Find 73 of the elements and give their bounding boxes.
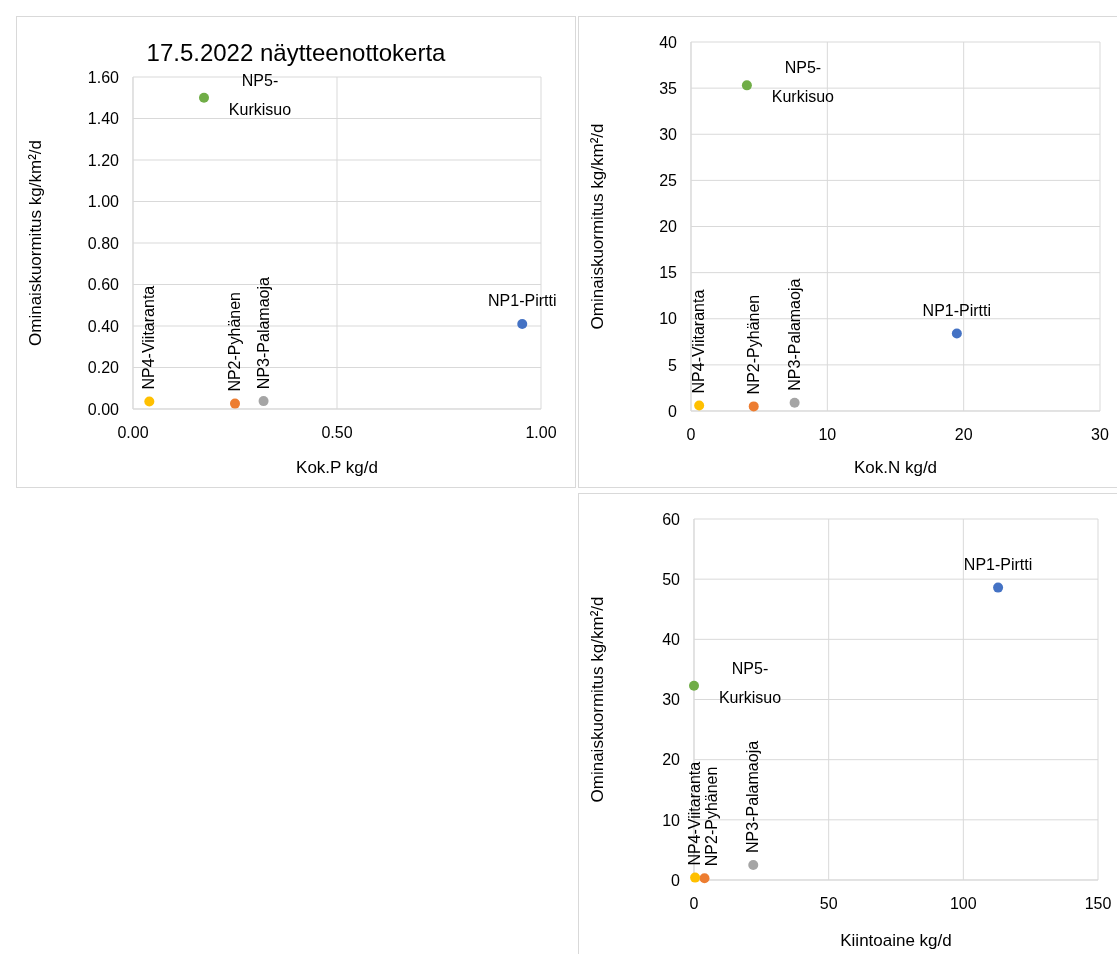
y-tick-label: 1.20 [87, 151, 120, 169]
x-axis-title: Kiintoaine kg/d [840, 931, 952, 950]
y-axis-title: Ominaiskuormitus kg/km²/d [26, 140, 46, 346]
y-tick-label: 35 [659, 79, 678, 97]
text: NP3-Palamaoja [744, 740, 762, 853]
y-tick-label: 1.60 [87, 68, 120, 86]
x-tick-label: 0 [689, 895, 699, 913]
series-label: NP5-Kurkisuo [718, 659, 782, 706]
text: NP2-Pyhänen [703, 766, 721, 867]
y-axis-title: Ominaiskuormitus kg/km²/d [588, 596, 608, 803]
y-tick-label: 50 [662, 570, 681, 588]
text: NP3-Palamaoja [254, 276, 272, 390]
y-axis-title: Ominaiskuormitus kg/km²/d [588, 123, 608, 330]
y-tick-label: 10 [659, 310, 678, 328]
text: NP4-Viitaranta [686, 761, 704, 866]
point [690, 872, 701, 883]
x-tick-label: 100 [949, 895, 977, 913]
x-axis-title: Kok.N kg/d [853, 458, 938, 477]
y-tick-label: 40 [662, 631, 681, 649]
x-tick-label: 10 [818, 426, 837, 444]
x-tick-label: 0.00 [117, 424, 149, 442]
y-tick-label: 5 [668, 356, 678, 374]
y-tick-label: 30 [659, 125, 678, 143]
y-tick-label: 0.60 [87, 276, 120, 294]
point [748, 401, 759, 412]
point [694, 400, 705, 411]
x-tick-label: 0.50 [321, 424, 353, 442]
point [144, 396, 155, 407]
point [230, 398, 240, 409]
x-tick-label: 30 [1091, 426, 1109, 444]
point [741, 80, 752, 91]
y-tick-label: 25 [659, 172, 678, 190]
point [951, 328, 962, 339]
text: NP4-Viitaranta [140, 285, 158, 390]
point [689, 680, 699, 691]
y-tick-label: 0.80 [87, 234, 120, 252]
point [993, 582, 1004, 593]
point [258, 396, 269, 407]
x-tick-label: 150 [1084, 895, 1112, 913]
y-tick-label: 0 [671, 871, 681, 889]
y-tick-label: 30 [662, 691, 681, 709]
point [198, 92, 209, 103]
y-tick-label: 1.00 [87, 193, 120, 211]
y-tick-label: 0.20 [87, 359, 120, 377]
text: NP4-Viitaranta [690, 289, 708, 394]
y-tick-label: 40 [659, 33, 678, 51]
point [789, 397, 800, 408]
x-axis-title: Kok.P kg/d [296, 458, 378, 477]
text: NP3-Palamaoja [785, 278, 803, 391]
y-tick-label: 10 [662, 811, 681, 829]
y-tick-label: 20 [659, 218, 678, 236]
y-tick-label: 60 [662, 510, 681, 528]
text: NP2-Pyhänen [744, 294, 762, 395]
y-tick-label: 0.40 [87, 317, 120, 335]
series-label: NP5-Kurkisuo [228, 71, 292, 118]
chart-title: 17.5.2022 näytteenottokerta [145, 39, 447, 67]
y-tick-label: 1.40 [87, 110, 120, 128]
point [517, 318, 528, 329]
series-label: NP1-Pirtti [488, 291, 557, 309]
x-tick-label: 50 [819, 895, 838, 913]
text: NP2-Pyhänen [226, 291, 243, 392]
x-tick-label: 1.00 [525, 424, 557, 442]
y-tick-label: 15 [659, 264, 678, 282]
y-tick-label: 0.00 [87, 400, 120, 418]
y-tick-label: 0 [668, 402, 678, 420]
series-label: NP1-Pirtti [963, 555, 1033, 573]
series-label: NP5-Kurkisuo [771, 59, 835, 106]
point [699, 873, 710, 884]
point [748, 859, 759, 870]
x-tick-label: 0 [686, 426, 696, 444]
y-tick-label: 20 [662, 751, 681, 769]
x-tick-label: 20 [954, 426, 973, 444]
series-label: NP1-Pirtti [922, 301, 992, 319]
